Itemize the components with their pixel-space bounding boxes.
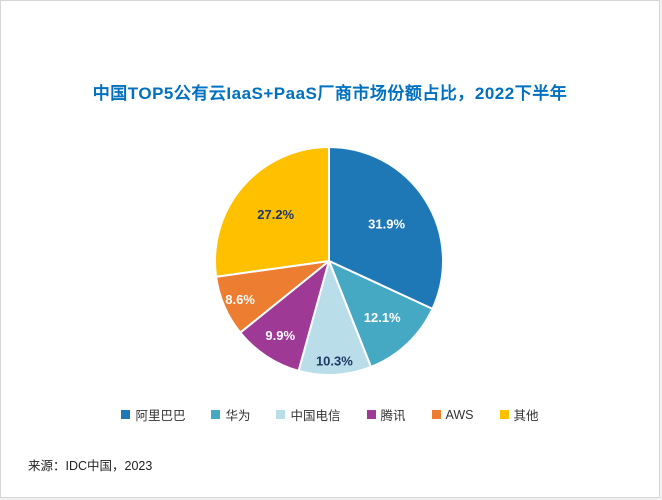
pie-slice-label: 31.9% [368, 217, 405, 232]
legend-item: 中国电信 [276, 405, 341, 424]
legend-item: 其他 [499, 405, 539, 424]
pie-slice-label: 27.2% [257, 207, 294, 222]
legend-swatch [276, 410, 286, 419]
pie-slice-label: 10.3% [316, 354, 353, 369]
pie-chart: 31.9% 12.1% 10.3% 9.9% 8.6% 27.2% [149, 130, 509, 394]
legend-item: 阿里巴巴 [121, 405, 185, 424]
legend-swatch [499, 410, 509, 419]
pie-slice-3 [297, 260, 372, 376]
pie-slice-label: 9.9% [265, 328, 295, 343]
pie-slice-label: 12.1% [364, 310, 401, 325]
legend-label: 阿里巴巴 [135, 409, 186, 423]
legend-swatch [431, 410, 441, 419]
legend-label: AWS [445, 407, 474, 422]
legend-label: 其他 [513, 409, 539, 423]
pie-slice-6 [214, 146, 330, 278]
pie-svg: 31.9% 12.1% 10.3% 9.9% 8.6% 27.2% [214, 146, 444, 376]
legend-item: AWS [431, 407, 474, 422]
legend-swatch [121, 410, 131, 419]
legend-swatch [366, 410, 376, 419]
legend-label: 华为 [225, 409, 251, 423]
legend-label: 中国电信 [290, 409, 341, 423]
pie-slice-label: 8.6% [225, 292, 255, 307]
legend-item: 华为 [211, 405, 250, 424]
chart-title: 中国TOP5公有云IaaS+PaaS厂商市场份额占比，2022下半年 [92, 84, 568, 103]
pie-slice-2 [328, 260, 434, 368]
source-note: 来源：IDC中国，2023 [28, 459, 153, 473]
legend-item: 腾讯 [366, 405, 406, 424]
legend-label: 腾讯 [380, 409, 406, 423]
legend-swatch [211, 410, 221, 419]
pie-slice-1 [328, 146, 444, 310]
legend: 阿里巴巴 华为 中国电信 腾讯 AWS 其他 [1, 405, 659, 424]
